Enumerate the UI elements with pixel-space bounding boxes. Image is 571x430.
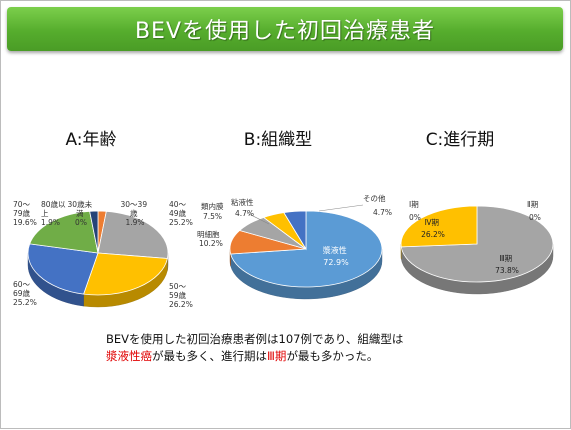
pie-chart-histology xyxy=(230,211,382,299)
label-age-30s-value: 1.9% xyxy=(125,218,144,227)
label-age-80plus-line2: 上 xyxy=(41,209,49,218)
summary-highlight-stage3: Ⅲ期 xyxy=(267,349,286,363)
label-mucinous-name: 粘液性 xyxy=(231,197,254,207)
label-mucinous-value: 4.7% xyxy=(235,209,254,218)
label-other-value: 4.7% xyxy=(373,208,392,217)
svg-text:70～ 79歳 19.6%: 70～ 79歳 19.6% xyxy=(13,200,37,227)
label-endometrioid-value: 7.5% xyxy=(203,212,222,221)
label-age-40s-value: 25.2% xyxy=(169,218,193,227)
label-stage3-value: 73.8% xyxy=(495,266,519,275)
label-age-60s-line2: 69歳 xyxy=(13,288,31,298)
label-other-name: その他 xyxy=(363,193,386,203)
label-age-50s-line1: 50～ xyxy=(169,282,187,291)
label-stage1-value: 0% xyxy=(409,213,421,222)
summary-end: が最も多かった。 xyxy=(286,349,378,363)
label-age-60s-value: 25.2% xyxy=(13,298,37,307)
summary-mid: が最も多く、進行期は xyxy=(152,349,267,363)
svg-text:その他 4.7%: その他 4.7% xyxy=(363,193,392,217)
label-stage2-name: Ⅱ期 xyxy=(527,200,538,209)
label-age-50s-value: 26.2% xyxy=(169,300,193,309)
label-stage3-name: Ⅲ期 xyxy=(499,254,512,263)
svg-text:50～ 59歳 26.2%: 50～ 59歳 26.2% xyxy=(169,282,193,309)
summary-highlight-serous: 漿液性癌 xyxy=(106,349,152,363)
svg-text:粘液性 4.7%: 粘液性 4.7% xyxy=(231,197,256,218)
svg-text:60～ 69歳 25.2%: 60～ 69歳 25.2% xyxy=(13,280,37,307)
label-clear-cell-name: 明細胞 xyxy=(197,229,220,239)
label-serous-name: 漿液性 xyxy=(323,245,347,255)
label-age-under30-line1: 30歳未 xyxy=(68,199,93,209)
label-age-50s-line2: 59歳 xyxy=(169,290,187,300)
label-stage1-name: Ⅰ期 xyxy=(409,200,419,209)
label-age-80plus-line1: 80歳以 xyxy=(41,199,66,209)
label-age-30s-line2: 歳 xyxy=(130,208,138,218)
label-clear-cell-value: 10.2% xyxy=(199,239,223,248)
label-age-40s-line2: 49歳 xyxy=(169,208,187,218)
svg-text:Ⅰ期 0%: Ⅰ期 0% xyxy=(409,200,421,222)
svg-text:明細胞 10.2%: 明細胞 10.2% xyxy=(197,229,223,248)
label-serous-value: 72.9% xyxy=(323,258,349,267)
label-stage2-value: 0% xyxy=(529,213,541,222)
summary-line2: 漿液性癌が最も多く、進行期はⅢ期が最も多かった。 xyxy=(106,348,526,365)
label-age-70s-line1: 70～ xyxy=(13,200,31,209)
label-endometrioid-name: 類内膜 xyxy=(201,201,224,211)
svg-text:40～ 49歳 25.2%: 40～ 49歳 25.2% xyxy=(169,200,193,227)
label-age-80plus-value: 1.9% xyxy=(41,218,60,227)
svg-text:Ⅱ期 0%: Ⅱ期 0% xyxy=(527,200,541,222)
label-stage4-name: Ⅳ期 xyxy=(425,218,439,227)
label-stage4-value: 26.2% xyxy=(421,230,445,239)
label-age-30s-line1: 30～39 xyxy=(121,200,148,209)
svg-text:類内膜 7.5%: 類内膜 7.5% xyxy=(201,201,226,221)
label-age-70s-line2: 79歳 xyxy=(13,208,31,218)
label-age-70s-value: 19.6% xyxy=(13,218,37,227)
label-age-under30-line2: 満 xyxy=(76,209,84,218)
label-age-40s-line1: 40～ xyxy=(169,200,187,209)
summary-line1: BEVを使用した初回治療患者例は107例であり、組織型は xyxy=(106,331,526,348)
label-age-under30-value: 0% xyxy=(75,218,87,227)
summary-text: BEVを使用した初回治療患者例は107例であり、組織型は 漿液性癌が最も多く、進… xyxy=(106,331,526,365)
label-age-60s-line1: 60～ xyxy=(13,280,31,289)
